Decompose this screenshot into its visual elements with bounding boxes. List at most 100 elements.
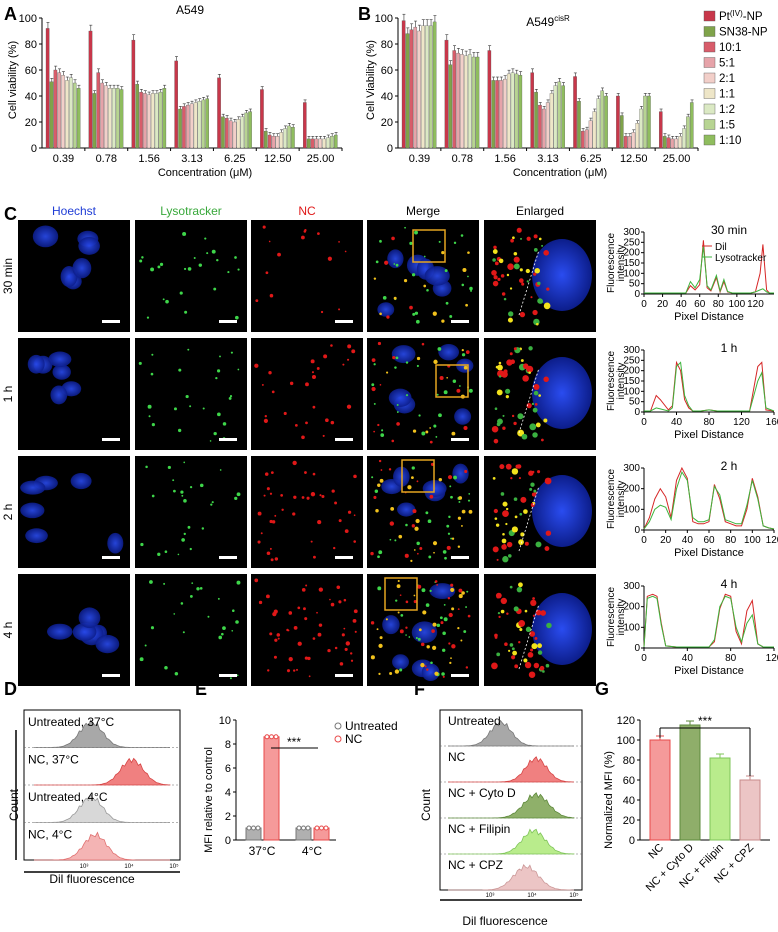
lysosome-dot <box>452 379 457 383</box>
panel-a-bar <box>61 75 65 149</box>
scale-bar <box>335 438 353 441</box>
lysosome-dot <box>173 489 176 493</box>
lysosome-dot <box>236 674 239 677</box>
nc-dot <box>370 551 374 556</box>
panel-b-bar <box>448 64 453 149</box>
nc-dot <box>429 440 433 444</box>
nc-dot <box>399 594 402 596</box>
nc-dot <box>310 359 315 364</box>
lysosome-dot <box>442 631 446 636</box>
profile-y-tick-label: 0 <box>634 525 640 536</box>
nc-dot <box>451 644 456 649</box>
vesicle <box>507 554 512 558</box>
nc-dot <box>457 626 460 630</box>
nc-dot <box>303 607 306 611</box>
panel-b-bar <box>670 138 675 149</box>
vesicle <box>521 282 525 286</box>
profile-x-tick-label: 120 <box>766 653 778 664</box>
lysosome-dot <box>417 637 421 641</box>
panel-a-bar <box>264 130 268 149</box>
panel-a-bar <box>76 88 81 149</box>
vesicle <box>536 322 539 326</box>
lysosome-dot <box>185 394 189 399</box>
panel-b-bar <box>467 54 472 149</box>
panel-b-x-tick-label: 1.56 <box>494 153 515 165</box>
panel-g-y-tick-label: 20 <box>623 815 635 827</box>
vesicle <box>510 477 513 480</box>
panel-a-bar <box>96 72 101 149</box>
lysosome-dot <box>139 657 144 662</box>
vesicle <box>506 612 509 615</box>
panel-a-bar <box>201 99 206 149</box>
histogram <box>34 757 171 786</box>
lysosome-dot <box>151 423 155 427</box>
nucleus <box>72 258 92 279</box>
panel-a-ylabel: Cell viability (%) <box>7 41 19 119</box>
lysosome-dot <box>234 496 238 500</box>
vesicle <box>516 586 523 593</box>
lysosome-dot <box>159 262 164 266</box>
nc-dot <box>329 598 331 601</box>
nc-dot <box>432 311 437 316</box>
vesicle <box>529 423 537 431</box>
lysosome-dot <box>220 632 224 636</box>
vesicle <box>524 609 528 613</box>
panel-f-label: NC <box>448 750 466 764</box>
nc-dot <box>418 628 422 632</box>
panel-a-bar <box>154 93 159 149</box>
nc-dot <box>296 668 298 671</box>
lysosome-dot <box>382 296 387 300</box>
lysosome-dot <box>443 617 448 622</box>
panel-b-title-sup: cisR <box>554 14 570 23</box>
lysosome-dot <box>393 263 396 265</box>
lysosome-dot <box>467 499 471 502</box>
nc-dot <box>461 591 465 595</box>
nc-dot <box>346 404 352 409</box>
panel-e-legend-label: NC <box>345 732 363 746</box>
panel-d-x-tick-label: 10⁵ <box>169 863 179 870</box>
panel-b-bar <box>557 81 562 149</box>
panel-c-images: Hoechst Lysotracker NC Merge Enlarged 30 min 1… <box>1 204 596 686</box>
lysosome-dot <box>412 312 416 316</box>
scale-bar <box>102 674 120 677</box>
legend-label: 10:1 <box>719 42 741 54</box>
panel-b-bar <box>604 95 608 149</box>
vesicle <box>515 464 520 469</box>
panel-b-bar <box>674 138 679 149</box>
nucleus <box>25 528 48 544</box>
vesicle <box>521 433 528 440</box>
lysosome-dot <box>458 501 461 503</box>
panel-a-bar <box>287 125 291 149</box>
panel-b-bar <box>573 76 577 149</box>
profile-y-tick-label: 0 <box>634 289 640 300</box>
lysosome-dot <box>235 620 239 624</box>
nc-dot <box>312 405 316 409</box>
panel-b-bar <box>428 25 433 149</box>
nc-dot <box>353 540 357 543</box>
vesicle <box>502 426 506 430</box>
legend-swatch <box>703 134 716 146</box>
profile-y-tick-label: 300 <box>623 345 640 356</box>
vesicle <box>539 665 545 671</box>
vesicle <box>519 268 523 272</box>
profile-x-tick-label: 100 <box>729 299 746 310</box>
nc-dot <box>331 489 335 493</box>
panel-b-bar <box>635 123 640 149</box>
micrograph-lysotracker <box>135 338 247 450</box>
lysosome-dot <box>427 519 432 524</box>
profile-ylabel-2: intensity <box>616 363 627 400</box>
panel-a-bar <box>131 39 136 149</box>
nc-dot <box>330 420 335 425</box>
nucleus <box>20 480 46 495</box>
nc-dot <box>274 638 278 642</box>
vesicle <box>500 597 507 605</box>
nc-dot <box>430 462 435 466</box>
vesicle <box>527 651 534 658</box>
lysosome-dot <box>179 291 183 295</box>
panel-b-bar <box>432 21 437 149</box>
panel-a-bar <box>310 138 315 149</box>
nucleus <box>48 351 72 367</box>
lysosome-dot <box>395 599 398 602</box>
panel-g-ylabel: Normalized MFI (%) <box>603 751 615 849</box>
profile-line-lysotracker <box>643 595 774 648</box>
